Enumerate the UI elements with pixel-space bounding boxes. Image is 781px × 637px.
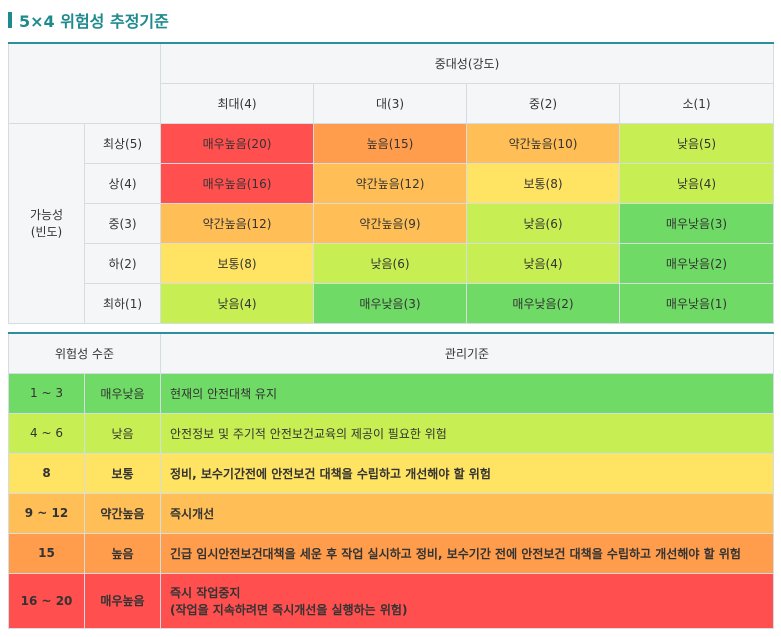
level-name: 약간높음 — [83, 492, 162, 534]
matrix-cell: 약간높음(12) — [160, 202, 314, 244]
matrix-cell: 낮음(6) — [313, 242, 467, 284]
level-criteria-line1: 즉시 작업중지 — [170, 585, 241, 600]
level-name: 매우낮음 — [83, 372, 162, 414]
level-range: 9 ~ 12 — [8, 492, 85, 534]
severity-col-header: 소(1) — [618, 82, 775, 124]
level-row: 8 보통 정비, 보수기간전에 안전보건 대책을 수립하고 개선해야 할 위험 — [8, 452, 775, 494]
risk-level-header: 위험성 수준 — [7, 332, 162, 374]
level-criteria: 즉시 작업중지 (작업을 지속하려면 즉시개선을 실행하는 위험) — [160, 572, 775, 629]
level-criteria: 정비, 보수기간전에 안전보건 대책을 수립하고 개선해야 할 위험 — [160, 452, 775, 494]
matrix-cell: 매우높음(16) — [160, 162, 314, 204]
likelihood-header-line2: (빈도) — [30, 225, 63, 239]
level-criteria: 긴급 임시안전보건대책을 세운 후 작업 실시하고 정비, 보수기간 전에 안전… — [160, 532, 775, 574]
level-criteria: 현재의 안전대책 유지 — [160, 372, 775, 414]
level-row: 1 ~ 3 매우낮음 현재의 안전대책 유지 — [8, 372, 775, 414]
matrix-cell: 매우낮음(2) — [618, 242, 775, 284]
level-criteria: 안전정보 및 주기적 안전보건교육의 제공이 필요한 위험 — [160, 412, 775, 454]
matrix-cell: 매우낮음(2) — [466, 282, 620, 324]
likelihood-row-label: 최상(5) — [84, 122, 161, 164]
criteria-header: 관리기준 — [160, 332, 775, 374]
level-range: 16 ~ 20 — [8, 572, 85, 629]
page-title: 5×4 위험성 추정기준 — [8, 8, 169, 32]
matrix-cell: 낮음(4) — [160, 282, 314, 324]
likelihood-row-label: 하(2) — [84, 242, 161, 284]
level-row: 4 ~ 6 낮음 안전정보 및 주기적 안전보건교육의 제공이 필요한 위험 — [8, 412, 775, 454]
likelihood-row-label: 중(3) — [84, 202, 161, 244]
matrix-cell: 매우낮음(3) — [618, 202, 775, 244]
page-title-text: 5×4 위험성 추정기준 — [19, 12, 169, 31]
matrix-cell: 낮음(5) — [618, 122, 775, 164]
level-row: 16 ~ 20 매우높음 즉시 작업중지 (작업을 지속하려면 즉시개선을 실행… — [8, 572, 775, 629]
severity-col-header: 대(3) — [313, 82, 467, 124]
matrix-cell: 보통(8) — [160, 242, 314, 284]
matrix-row: 하(2) 보통(8) 낮음(6) 낮음(4) 매우낮음(2) — [9, 242, 775, 284]
severity-header: 중대성(강도) — [159, 42, 775, 84]
level-name: 매우높음 — [83, 572, 162, 629]
matrix-cell: 매우낮음(1) — [618, 282, 775, 324]
severity-col-header: 중(2) — [466, 82, 620, 124]
level-range: 8 — [8, 452, 85, 494]
matrix-cell: 매우낮음(3) — [313, 282, 467, 324]
level-criteria-line2: (작업을 지속하려면 즉시개선을 실행하는 위험) — [170, 602, 408, 617]
matrix-row: 중(3) 약간높음(12) 약간높음(9) 낮음(6) 매우낮음(3) — [9, 202, 775, 244]
matrix-cell: 매우높음(20) — [160, 122, 314, 164]
likelihood-header-line1: 가능성 — [29, 208, 64, 222]
matrix-cell: 약간높음(12) — [313, 162, 467, 204]
level-name: 보통 — [83, 452, 162, 494]
risk-matrix-table: 중대성(강도) 최대(4) 대(3) 중(2) 소(1) 가능성 (빈도) 최상… — [8, 42, 775, 324]
matrix-cell: 낮음(4) — [466, 242, 620, 284]
matrix-cell: 낮음(4) — [618, 162, 775, 204]
matrix-cell: 보통(8) — [466, 162, 620, 204]
level-range: 1 ~ 3 — [8, 372, 85, 414]
severity-col-header: 최대(4) — [160, 82, 314, 124]
matrix-row: 최하(1) 낮음(4) 매우낮음(3) 매우낮음(2) 매우낮음(1) — [9, 282, 775, 324]
likelihood-row-label: 최하(1) — [84, 282, 161, 324]
level-range: 4 ~ 6 — [8, 412, 85, 454]
matrix-row: 가능성 (빈도) 최상(5) 매우높음(20) 높음(15) 약간높음(10) … — [8, 122, 775, 324]
level-criteria: 즉시개선 — [160, 492, 775, 534]
level-row: 15 높음 긴급 임시안전보건대책을 세운 후 작업 실시하고 정비, 보수기간… — [8, 532, 775, 574]
level-row: 9 ~ 12 약간높음 즉시개선 — [8, 492, 775, 534]
title-accent-bar — [8, 12, 12, 28]
likelihood-row-label: 상(4) — [84, 162, 161, 204]
matrix-row: 상(4) 매우높음(16) 약간높음(12) 보통(8) 낮음(4) — [9, 162, 775, 204]
matrix-corner-cell — [8, 42, 161, 124]
risk-level-table: 위험성 수준 관리기준 1 ~ 3 매우낮음 현재의 안전대책 유지 4 ~ 6… — [7, 332, 775, 629]
likelihood-header: 가능성 (빈도) — [8, 122, 85, 324]
level-range: 15 — [8, 532, 85, 574]
matrix-cell: 약간높음(9) — [313, 202, 467, 244]
matrix-cell: 낮음(6) — [466, 202, 620, 244]
matrix-cell: 높음(15) — [313, 122, 467, 164]
level-name: 높음 — [83, 532, 162, 574]
matrix-cell: 약간높음(10) — [466, 122, 620, 164]
level-name: 낮음 — [83, 412, 162, 454]
